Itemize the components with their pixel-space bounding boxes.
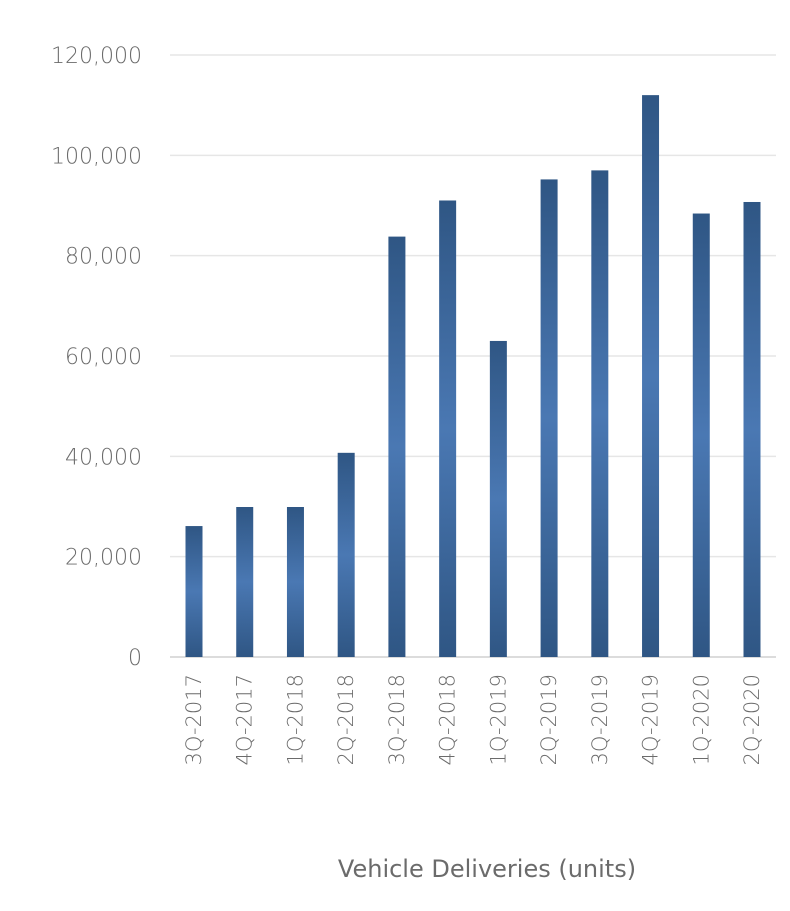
- x-tick-label: 1Q-2019: [486, 674, 510, 766]
- bars: [185, 95, 761, 658]
- x-tick-label: 3Q-2018: [385, 674, 409, 766]
- x-tick-label: 3Q-2019: [588, 674, 612, 766]
- y-tick-label: 120,000: [51, 44, 142, 69]
- bar-1Q-2018: [286, 507, 304, 657]
- y-tick-label: 0: [128, 646, 142, 671]
- gridlines: [170, 54, 776, 658]
- y-tick-label: 80,000: [65, 245, 142, 270]
- x-tick-label: 1Q-2018: [283, 674, 307, 766]
- bar-2Q-2019: [540, 179, 558, 657]
- y-tick-label: 40,000: [65, 445, 142, 470]
- x-tick-label: 3Q-2017: [182, 674, 206, 766]
- bar-2Q-2018: [337, 452, 355, 657]
- y-tick-label: 60,000: [65, 345, 142, 370]
- bar-1Q-2020: [692, 213, 710, 657]
- x-axis-ticks: 3Q-2017 4Q-2017 1Q-2018 2Q-2018 3Q-2018 4Q-20…: [182, 674, 764, 766]
- x-tick-label: 2Q-2019: [537, 674, 561, 766]
- y-tick-label: 100,000: [51, 144, 142, 169]
- x-axis-title: Vehicle Deliveries (units): [338, 855, 636, 883]
- bar-1Q-2019: [489, 340, 507, 657]
- bar-3Q-2019: [591, 170, 609, 657]
- bar-3Q-2018: [388, 236, 406, 657]
- x-tick-label: 2Q-2018: [334, 674, 358, 766]
- y-axis-ticks: 0 20,000 40,000 60,000 80,000 100,000 120,000: [51, 44, 142, 671]
- x-tick-label: 4Q-2019: [639, 674, 663, 766]
- bar-2Q-2020: [743, 201, 761, 657]
- x-tick-label: 1Q-2020: [689, 674, 713, 766]
- x-tick-label: 4Q-2017: [233, 674, 257, 766]
- bar-4Q-2019: [642, 95, 660, 658]
- bar-4Q-2017: [236, 507, 254, 657]
- x-tick-label: 4Q-2018: [436, 674, 460, 766]
- bar-4Q-2018: [439, 200, 457, 657]
- y-tick-label: 20,000: [65, 546, 142, 571]
- bar-3Q-2017: [185, 526, 203, 657]
- x-tick-label: 2Q-2020: [740, 674, 764, 766]
